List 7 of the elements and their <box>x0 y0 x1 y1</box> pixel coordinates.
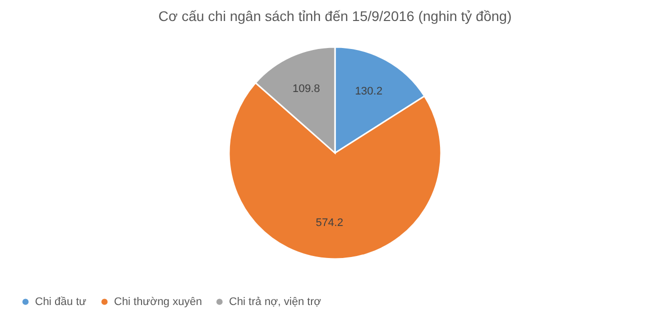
data-label: 130.2 <box>354 86 382 98</box>
data-label: 574.2 <box>316 216 344 229</box>
legend-label: Chi đầu tư <box>35 296 88 308</box>
legend-label: Chi thường xuyên <box>114 296 202 308</box>
data-label: 109.8 <box>292 83 320 96</box>
chart-title: Cơ cấu chi ngân sách tỉnh đến 15/9/2016 (nghin tỷ đồng) <box>158 8 512 24</box>
legend-label: Chi trả nợ, viện trợ <box>229 296 322 308</box>
